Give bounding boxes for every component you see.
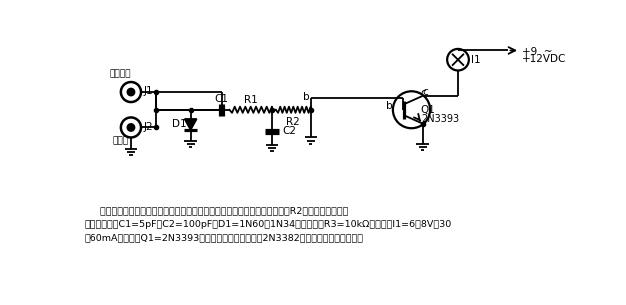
Polygon shape <box>185 119 197 130</box>
Text: 与调制合拍。C1=5pF，C2=100pF，D1=1N60或1N34（锗管），R3=10kΩ电位器，I1=6～8V，30: 与调制合拍。C1=5pF，C2=100pF，D1=1N60或1N34（锗管），R… <box>85 220 452 229</box>
Text: 指示灯亮度变化与被调制的射频信号合拍。发射机（已调制）通电后，调节R2，直到灯光的闪烁: 指示灯亮度变化与被调制的射频信号合拍。发射机（已调制）通电后，调节R2，直到灯光… <box>88 206 348 215</box>
Text: I1: I1 <box>471 55 481 65</box>
Text: 至接收机: 至接收机 <box>110 70 131 79</box>
Text: c: c <box>423 87 428 97</box>
Text: J1: J1 <box>143 86 153 96</box>
Text: 至天线: 至天线 <box>112 136 128 145</box>
Text: b: b <box>303 92 310 102</box>
Text: +12VDC: +12VDC <box>522 54 567 63</box>
Text: R1: R1 <box>244 95 257 105</box>
Text: +9  ~: +9 ~ <box>522 47 553 57</box>
Text: ～60mA白炽灯，Q1=2N3393（为了提高灵敏度，可用2N3382或其他高增益晶体管）。: ～60mA白炽灯，Q1=2N3393（为了提高灵敏度，可用2N3382或其他高增… <box>85 234 364 243</box>
Text: Q1: Q1 <box>421 105 436 115</box>
Text: b: b <box>386 101 393 111</box>
Circle shape <box>128 124 135 131</box>
Text: J2: J2 <box>143 122 153 132</box>
Text: c: c <box>421 88 426 98</box>
Text: 2N3393: 2N3393 <box>421 114 459 124</box>
Text: R2: R2 <box>287 117 300 127</box>
Circle shape <box>128 88 135 95</box>
Text: D1: D1 <box>172 119 187 129</box>
Text: C2: C2 <box>283 126 297 136</box>
Text: C1: C1 <box>215 94 228 104</box>
